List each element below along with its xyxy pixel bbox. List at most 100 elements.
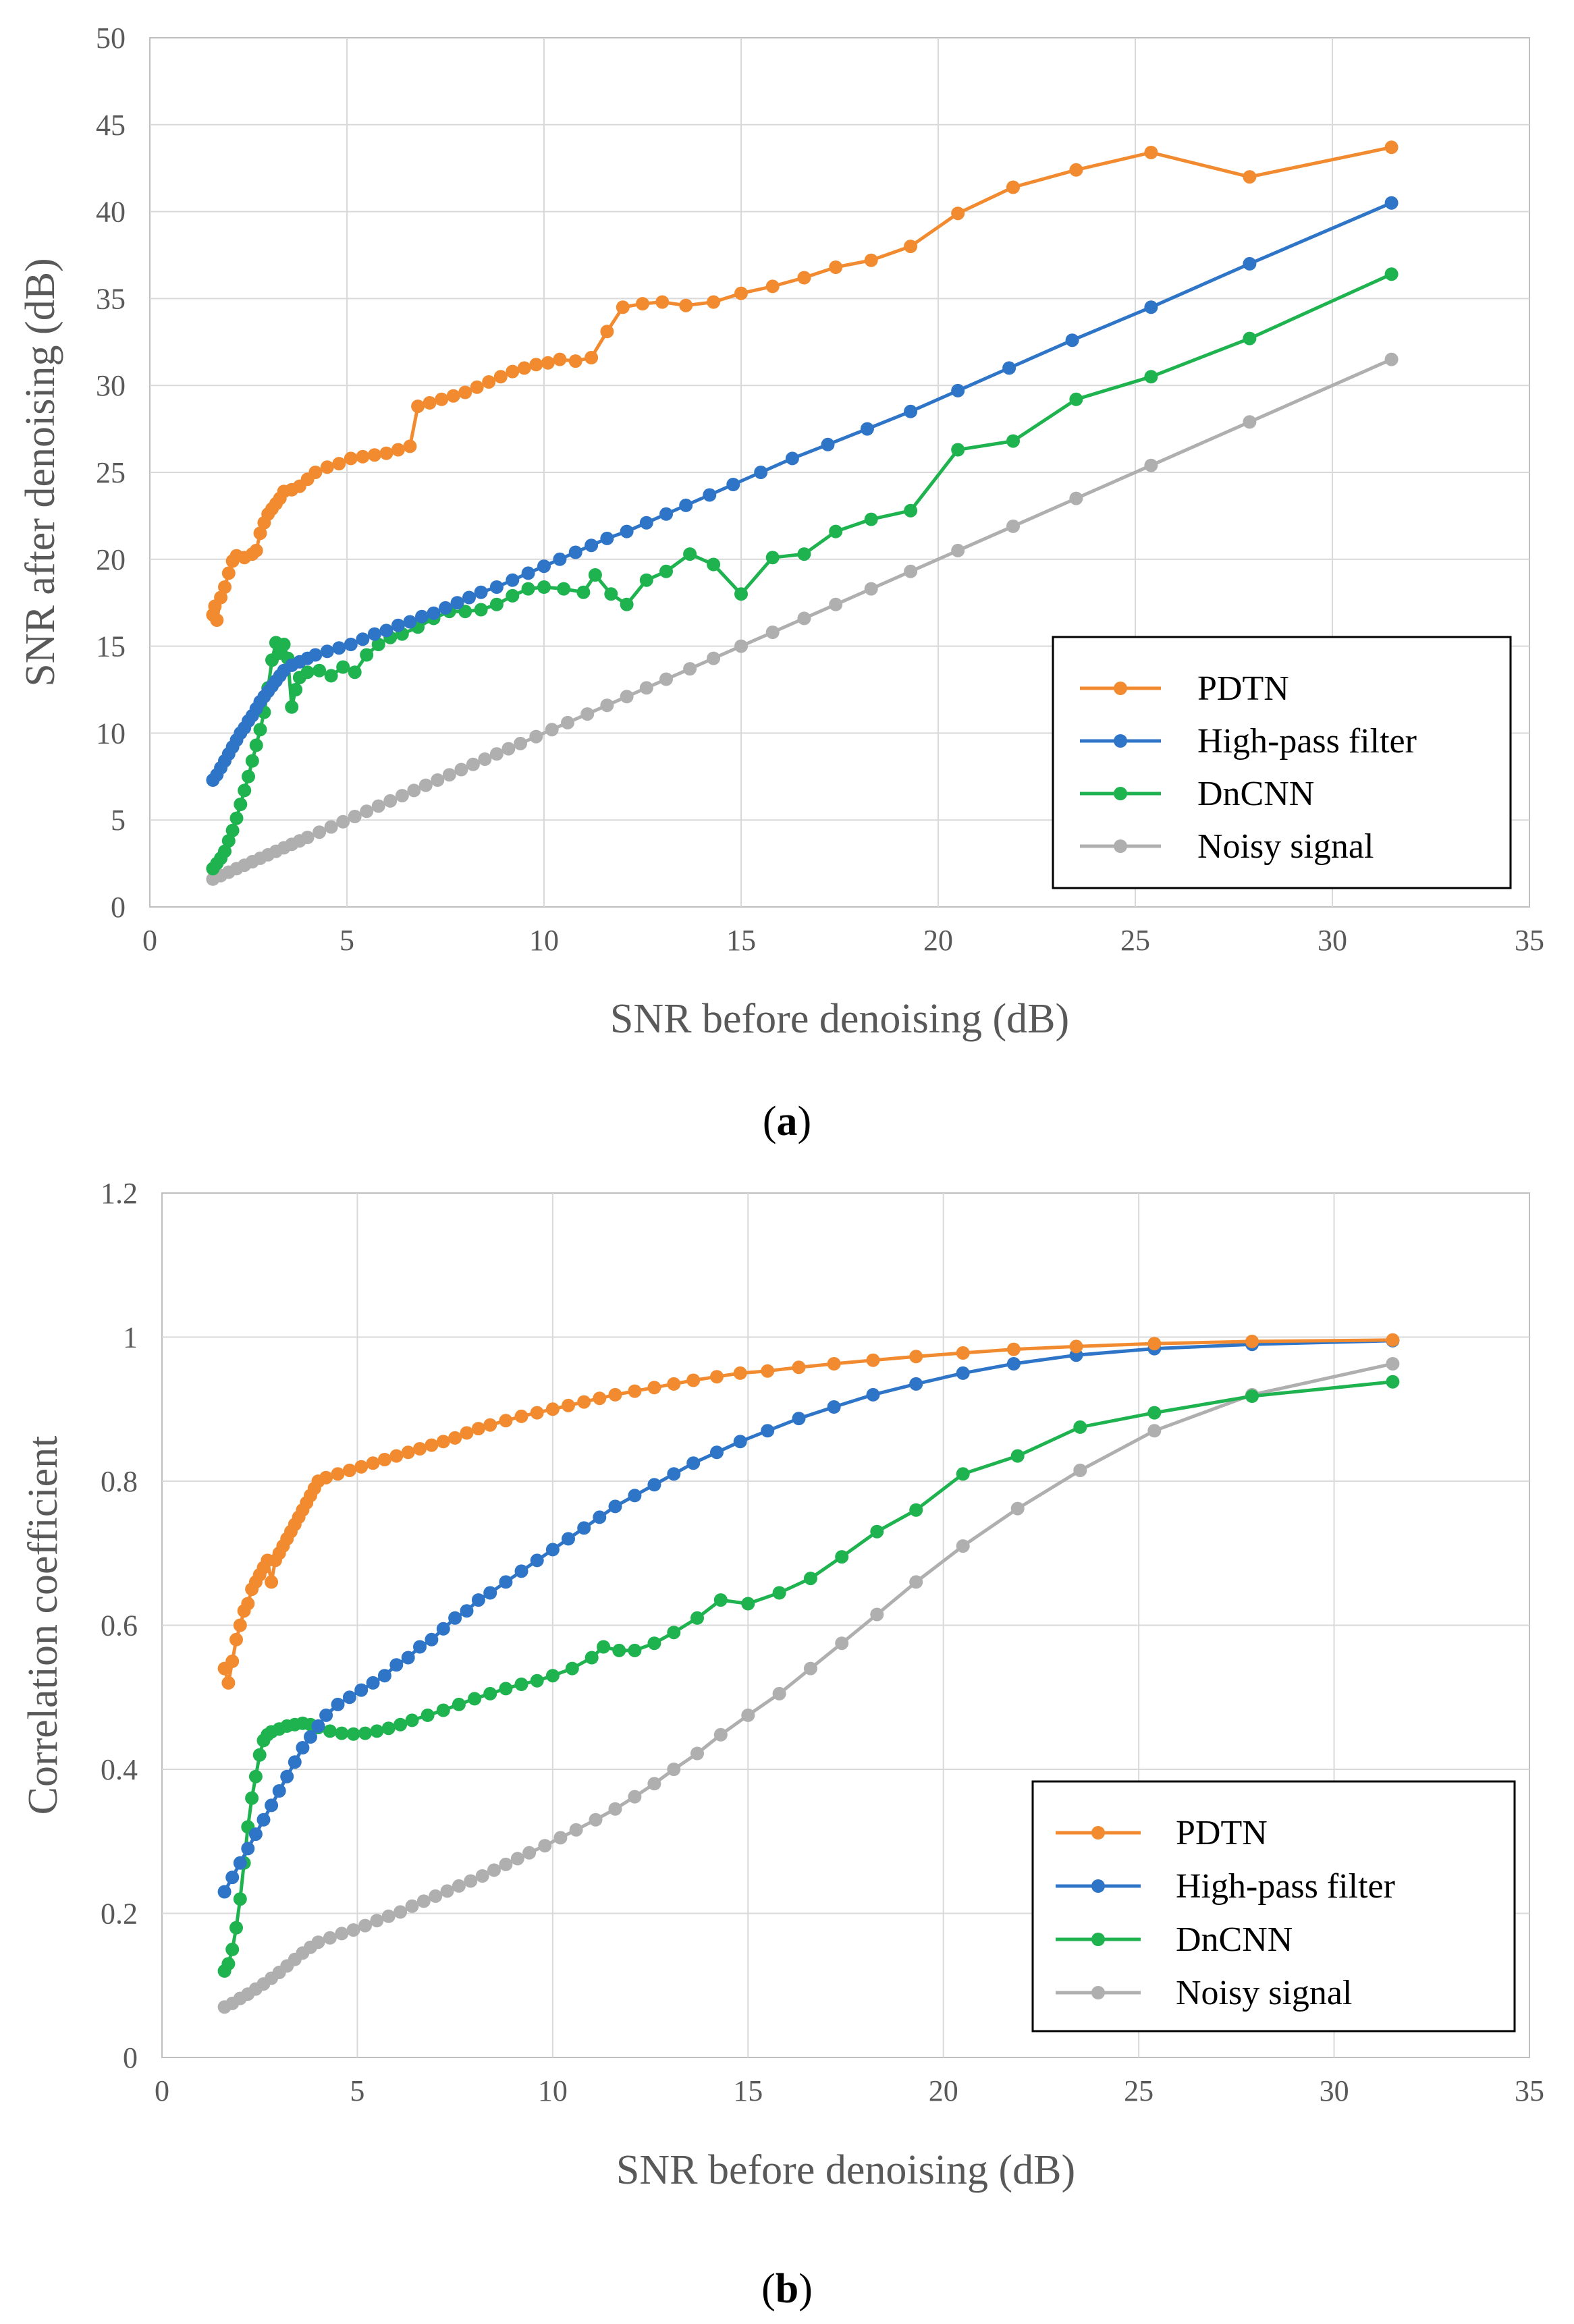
chart-b-point-high-pass-filter <box>710 1445 724 1460</box>
chart-a-point-pdtn <box>616 300 630 314</box>
chart-b-point-noisy-signal <box>370 1914 384 1928</box>
chart-b-point-noisy-signal <box>346 1923 360 1937</box>
chart-b-point-pdtn <box>413 1442 427 1456</box>
chart-b-legend-entry-high-pass-filter: High-pass filter <box>1056 1867 1395 1906</box>
chart-b-point-dncnn <box>499 1682 513 1696</box>
chart-a-point-pdtn <box>679 298 693 312</box>
chart-b-point-high-pass-filter <box>956 1366 970 1380</box>
chart-a-point-high-pass-filter <box>379 624 394 638</box>
chart-b-y-tick-label: 1.2 <box>101 1177 138 1210</box>
chart-b-point-dncnn <box>1245 1389 1259 1403</box>
chart-b-point-dncnn <box>870 1524 884 1539</box>
chart-a-point-dncnn <box>489 597 504 611</box>
chart-b-point-high-pass-filter <box>366 1676 380 1690</box>
chart-a-point-pdtn <box>446 389 460 403</box>
chart-a-point-noisy-signal <box>683 662 697 676</box>
chart-b-x-tick-label: 35 <box>1515 2074 1544 2107</box>
chart-b-point-noisy-signal <box>335 1927 349 1941</box>
chart-b-point-high-pass-filter <box>1006 1357 1021 1371</box>
chart-a-point-noisy-signal <box>348 810 362 823</box>
chart-b-point-noisy-signal <box>358 1918 372 1933</box>
chart-b-point-pdtn <box>319 1470 333 1485</box>
chart-b-point-dncnn <box>667 1626 681 1640</box>
chart-a-point-high-pass-filter <box>308 648 323 662</box>
chart-a-point-dncnn <box>951 443 965 457</box>
chart-b-point-noisy-signal <box>538 1839 552 1853</box>
chart-a-point-high-pass-filter <box>320 644 334 659</box>
chart-a-point-dncnn <box>300 665 315 680</box>
chart-a-point-dncnn <box>734 587 748 601</box>
chart-b-point-pdtn <box>241 1597 255 1611</box>
chart-a-point-high-pass-filter <box>568 545 582 559</box>
chart-b-point-noisy-signal <box>381 1909 396 1923</box>
chart-a-point-pdtn <box>636 297 649 311</box>
chart-a-point-dncnn <box>707 557 721 572</box>
chart-b-point-pdtn <box>647 1381 661 1395</box>
chart-a-point-dncnn <box>1243 331 1257 345</box>
chart-a-point-dncnn <box>218 844 232 858</box>
chart-b-point-pdtn <box>460 1426 474 1440</box>
chart-b-point-dncnn <box>346 1727 360 1741</box>
chart-a-snr-after-denoising: 0 5 10 15 20 25 30 35 0 5 10 15 20 25 30 35 40 45 50 SNR be… <box>18 22 1544 1144</box>
chart-b-point-noisy-signal <box>956 1539 970 1553</box>
chart-b-x-tick-label: 20 <box>929 2074 958 2107</box>
chart-a-point-noisy-signal <box>951 543 965 557</box>
chart-b-point-pdtn <box>233 1618 247 1632</box>
chart-a-point-dncnn <box>639 573 653 587</box>
chart-a-point-noisy-signal <box>442 768 456 782</box>
chart-b-point-pdtn <box>342 1464 356 1477</box>
chart-a-point-noisy-signal <box>431 773 445 787</box>
chart-b-point-high-pass-filter <box>401 1651 415 1665</box>
chart-a-point-pdtn <box>470 380 484 394</box>
chart-a-point-pdtn <box>951 206 965 221</box>
chart-a-point-dncnn <box>324 669 338 683</box>
chart-a-point-noisy-signal <box>659 672 673 686</box>
chart-a-point-high-pass-filter <box>506 573 520 587</box>
chart-b-legend-box <box>1031 1780 1516 2032</box>
chart-a-point-dncnn <box>249 738 263 752</box>
chart-a-point-dncnn <box>521 582 535 596</box>
chart-b-point-noisy-signal <box>487 1863 501 1877</box>
chart-b-point-dncnn <box>358 1726 372 1740</box>
chart-b-point-high-pass-filter <box>761 1424 775 1438</box>
chart-b-series-dncnn <box>217 1375 1400 1978</box>
chart-b-x-tick-label: 0 <box>155 2074 169 2107</box>
chart-a-y-tick-label: 20 <box>96 543 126 576</box>
chart-a-point-pdtn <box>493 370 508 384</box>
chart-a-point-high-pass-filter <box>391 618 405 632</box>
chart-b-point-high-pass-filter <box>304 1730 317 1744</box>
chart-a-y-tick-label: 35 <box>96 282 126 315</box>
chart-b-point-high-pass-filter <box>288 1755 302 1769</box>
chart-a-point-high-pass-filter <box>1065 333 1079 348</box>
chart-b-y-tick-label: 1 <box>123 1321 138 1354</box>
chart-a-point-high-pass-filter <box>620 524 634 538</box>
chart-b-point-noisy-signal <box>323 1931 337 1945</box>
chart-a-point-noisy-signal <box>620 690 634 704</box>
chart-a-point-pdtn <box>253 526 267 541</box>
chart-a-x-tick-label: 5 <box>340 924 354 957</box>
chart-a-point-dncnn <box>537 580 551 594</box>
chart-b-point-high-pass-filter <box>460 1604 474 1618</box>
chart-a-point-high-pass-filter <box>462 590 476 605</box>
chart-b-point-pdtn <box>956 1346 970 1360</box>
chart-b-x-axis-title: SNR before denoising (dB) <box>616 2147 1075 2193</box>
chart-a-x-tick-label: 15 <box>726 924 756 957</box>
chart-b-point-noisy-signal <box>499 1857 513 1871</box>
chart-b-point-noisy-signal <box>667 1763 681 1776</box>
chart-a-point-dncnn <box>620 597 634 611</box>
chart-b-point-high-pass-filter <box>514 1564 528 1578</box>
chart-b-point-noisy-signal <box>1073 1464 1087 1477</box>
chart-b-point-pdtn <box>545 1402 560 1416</box>
chart-a-point-pdtn <box>379 446 394 460</box>
chart-b-point-high-pass-filter <box>217 1885 232 1899</box>
chart-b-point-pdtn <box>562 1398 575 1412</box>
chart-b-point-high-pass-filter <box>233 1856 247 1870</box>
chart-b-point-pdtn <box>628 1384 642 1398</box>
chart-a-point-noisy-signal <box>580 707 595 721</box>
chart-b-point-noisy-signal <box>628 1790 642 1804</box>
chart-a-panel-label: (a) <box>763 1099 811 1144</box>
chart-a-point-pdtn <box>367 448 381 462</box>
chart-b-point-high-pass-filter <box>483 1586 497 1600</box>
chart-b-point-high-pass-filter <box>499 1575 513 1589</box>
chart-b-point-pdtn <box>221 1676 236 1690</box>
